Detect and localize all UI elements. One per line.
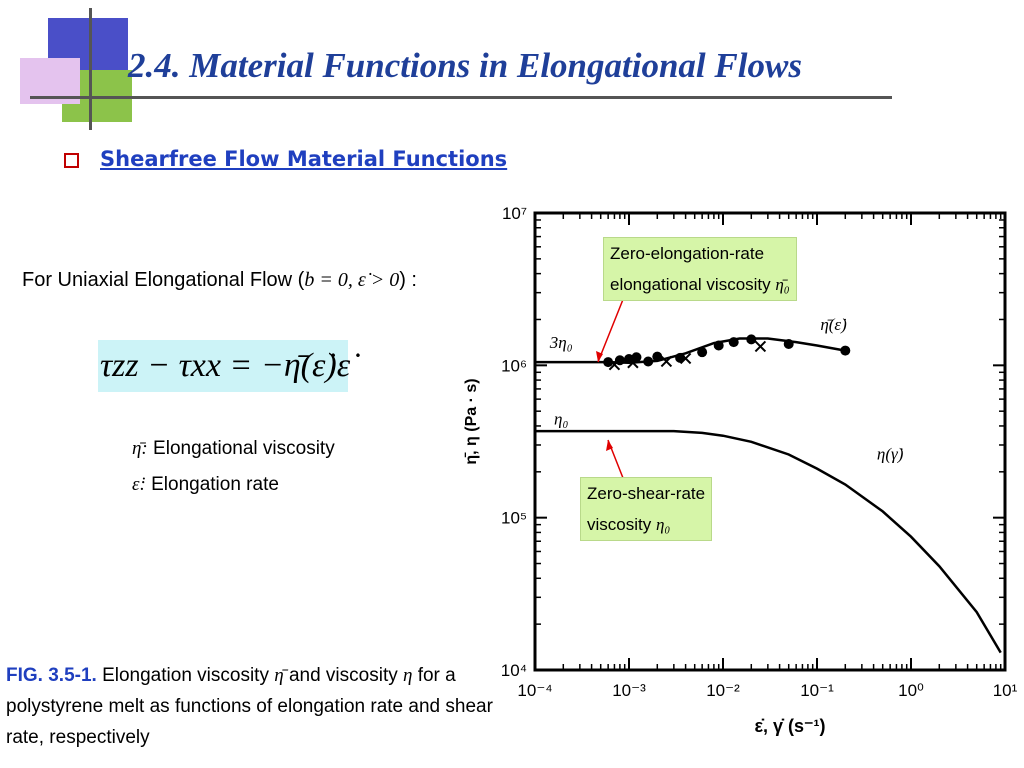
x-tick-label: 10⁻³ (612, 681, 646, 700)
chart-frame (533, 211, 1007, 672)
figure-caption: FIG. 3.5-1. Elongation viscosity η̄ and … (6, 660, 506, 753)
data-point-circle (631, 352, 642, 363)
def-elongational-viscosity: η̄: Elongational viscosity (132, 438, 335, 460)
y-tick-label: 10⁶ (501, 356, 527, 375)
callout-arrows (596, 286, 629, 479)
callout-elong-line1: Zero-elongation-rate (610, 244, 765, 263)
annotation-eta-series: η(γ̇) (877, 445, 904, 464)
data-point-circle (746, 334, 757, 345)
plot-border (533, 211, 1007, 672)
data-point-circle (783, 339, 794, 350)
eta-bar-symbol: η̄: (132, 438, 148, 459)
data-point-circle (643, 356, 654, 367)
callout-shear-text: viscosity (587, 515, 656, 534)
y-tick-label: 10⁵ (501, 509, 527, 528)
flow-condition-line: For Uniaxial Elongational Flow (b = 0, ε… (22, 269, 417, 292)
y-tick-label: 10⁷ (502, 204, 527, 223)
caption-eta: η (403, 665, 413, 686)
bullet-square-icon (64, 153, 79, 168)
chart-ticks (534, 212, 1006, 671)
flow-condition: b = 0, ε̇ > 0 (304, 269, 400, 291)
data-point-circle (728, 337, 739, 348)
data-point-cross (754, 340, 767, 353)
callout-elong-text: elongational viscosity (610, 275, 776, 294)
data-point-circle (713, 340, 724, 351)
flow-text: For Uniaxial Elongational Flow ( (22, 269, 305, 291)
y-tick-label: 10⁴ (501, 661, 527, 680)
data-point-cross (608, 358, 621, 371)
caption-eta-bar: η̄ (274, 665, 284, 686)
equation-box (98, 340, 348, 392)
x-axis-label: ε̇, γ̇ (s⁻¹) (754, 716, 825, 736)
series-line-shear (535, 429, 1002, 654)
slide-title: 2.4. Material Functions in Elongational … (128, 46, 802, 85)
x-tick-label: 10⁻² (706, 681, 740, 700)
annotation-eta0: η₀ (554, 409, 568, 428)
annotation-3eta0: 3η₀ (549, 333, 573, 352)
arrow-shear-head (606, 440, 613, 451)
eps-dot-symbol: ε̇: (132, 474, 146, 495)
callout-elong-line2: elongational viscosity η̄₀ (610, 269, 790, 300)
callout-shear-symbol: η₀ (655, 515, 671, 534)
title-underline (30, 96, 892, 99)
annotation-eta-bar-series: η̄(ε̇) (820, 315, 847, 334)
data-point-circle (840, 345, 851, 356)
callout-shear-line1: Zero-shear-rate (587, 484, 706, 503)
caption-fig-number: FIG. 3.5-1. (6, 665, 97, 686)
flow-end: ) : (399, 269, 417, 291)
x-tick-label: 10¹ (993, 681, 1018, 700)
caption-text-3: for a polystyrene melt as functions of e… (6, 665, 493, 748)
x-tick-label: 10⁻¹ (800, 681, 834, 700)
callout-elong-symbol: η̄₀ (775, 275, 790, 294)
def-eps-text: Elongation rate (151, 474, 279, 495)
data-point-circle (652, 351, 663, 362)
x-tick-label: 10⁰ (898, 681, 924, 700)
data-point-circle (697, 347, 708, 358)
callout-shear-line2: viscosity η₀ (587, 509, 705, 540)
y-axis-label: η̄, η (Pa · s) (463, 378, 480, 464)
callout-zero-elongation-rate: Zero-elongation-rate elongational viscos… (603, 237, 797, 301)
viscosity-chart: 10⁻⁴ 10⁻³ 10⁻² 10⁻¹ 10⁰ 10¹ 10⁴ 10⁵ 10⁶ 10⁷ ε̇, γ̇… (463, 204, 1018, 736)
decor-vertical-line (89, 8, 92, 130)
arrow-elong-head (596, 351, 603, 362)
callout-zero-shear-rate: Zero-shear-rate viscosity η₀ (580, 477, 713, 541)
def-eta-text: Elongational viscosity (153, 438, 335, 459)
chart-points (603, 334, 851, 371)
data-point-cross (679, 352, 692, 365)
section-subtitle: Shearfree Flow Material Functions (100, 147, 508, 171)
stress-equation: τzz − τxx = −η̄(ε̇)ε̇ (100, 347, 351, 384)
x-tick-label: 10⁻⁴ (517, 681, 552, 700)
chart-labels: 10⁻⁴ 10⁻³ 10⁻² 10⁻¹ 10⁰ 10¹ 10⁴ 10⁵ 10⁶ 10⁷ ε̇, γ̇… (463, 204, 1018, 736)
caption-text-2: and viscosity (283, 665, 403, 686)
data-point-cross (627, 357, 639, 369)
series-line-elongational (535, 337, 846, 364)
def-elongation-rate: ε̇: Elongation rate (132, 474, 279, 496)
caption-text-1: Elongation viscosity (96, 665, 275, 686)
data-point-cross (660, 355, 673, 368)
